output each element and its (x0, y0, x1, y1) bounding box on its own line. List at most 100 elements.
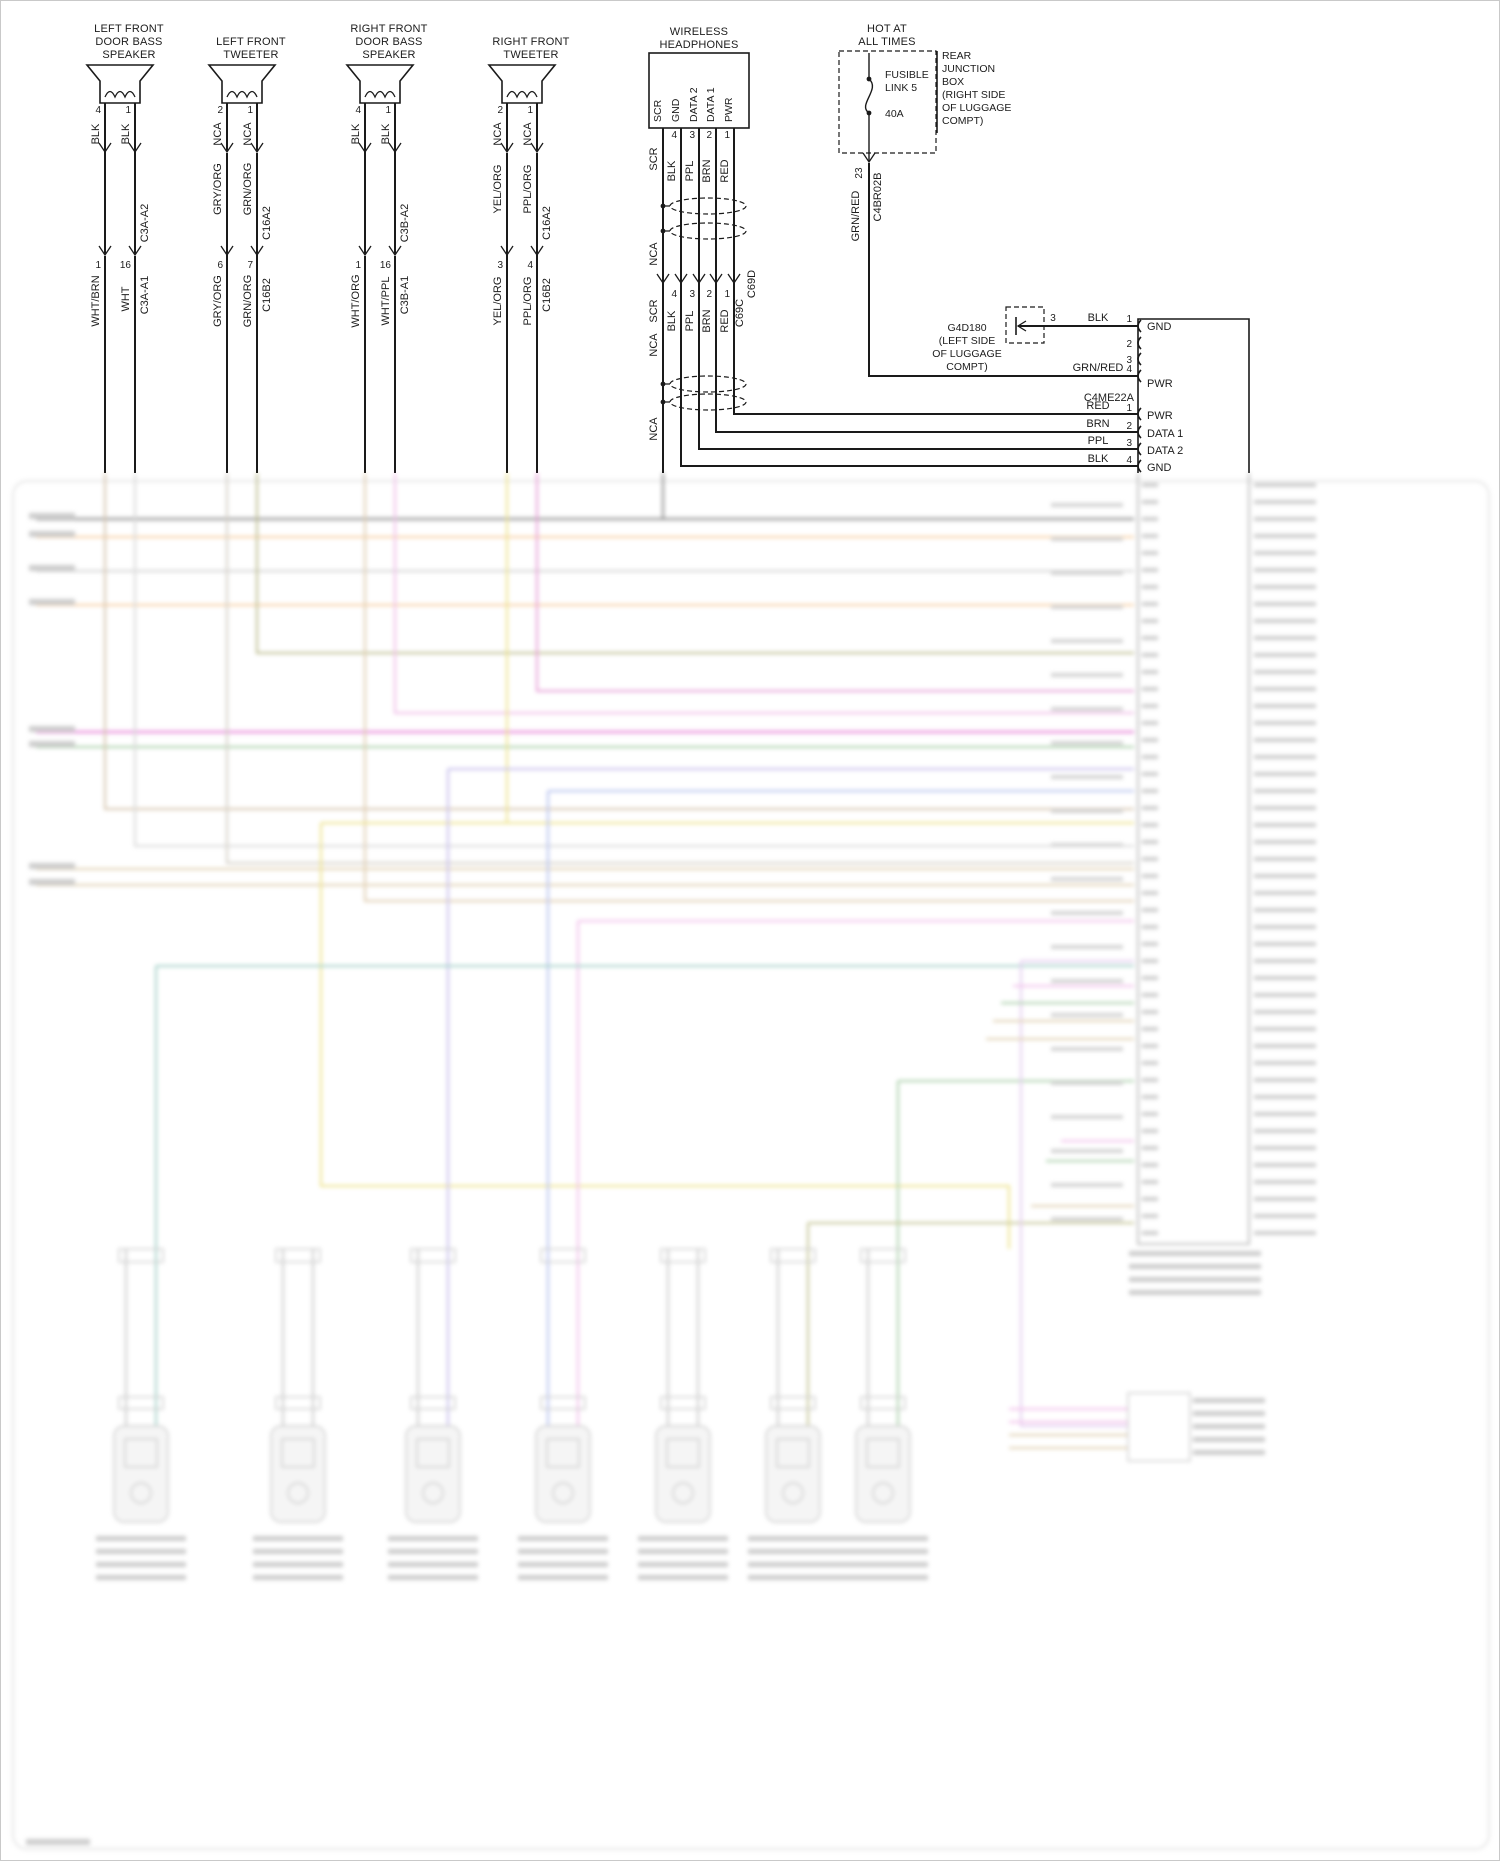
wire-color-label: GRN/ORG (242, 275, 254, 328)
pin-number: 4 (1126, 364, 1132, 375)
blurred-wires (12, 473, 1490, 1850)
wire-color-label: NCA (242, 122, 254, 146)
blurred-bottom-right-box (1127, 1392, 1191, 1462)
wire-color-label: PPL (684, 311, 696, 332)
wire-color-label: GRN/ORG (242, 163, 254, 216)
wire-color-label: WHT (120, 286, 132, 311)
power-state-label: HOT AT (867, 23, 907, 35)
blurred-speaker-icon (765, 1425, 821, 1523)
speaker-icon (85, 64, 155, 104)
pin-number: 4 (671, 130, 677, 141)
component-title: RIGHT FRONT (492, 36, 569, 48)
pin-number: 1 (1126, 403, 1132, 414)
circuit-right-front-door-bass-speaker: RIGHT FRONT DOOR BASS SPEAKER 4 1 BLK BL… (345, 23, 427, 473)
wire-color-label: GRN/RED (850, 191, 862, 242)
pin-number: 2 (1126, 421, 1132, 432)
blurred-rear-speakers (113, 1425, 911, 1523)
junction-box-label: COMPT) (942, 115, 983, 127)
pin-number: 2 (706, 130, 712, 141)
wire-color-label: YEL/ORG (492, 277, 504, 326)
wire-color-label: NCA (648, 333, 660, 357)
wire-color-label: YEL/ORG (492, 165, 504, 214)
blurred-speaker-caption (388, 1536, 478, 1588)
pin-number: 1 (95, 260, 101, 271)
junction-box-label: REAR (942, 50, 972, 62)
blurred-row-label (29, 565, 75, 571)
power-state-label: ALL TIMES (858, 36, 915, 48)
connector-name: C3A-A1 (139, 276, 151, 315)
wire-color-label: BLK (90, 123, 102, 144)
connector-name: C3B-A2 (399, 204, 411, 243)
junction-box-label: BOX (942, 76, 964, 88)
wire-color-label: WHT/BRN (90, 275, 102, 326)
blurred-row-label (29, 531, 75, 537)
wire-color-label: BLK (120, 123, 132, 144)
blurred-speaker-icon (535, 1425, 591, 1523)
connector-name: C16B2 (261, 278, 273, 312)
pin-number: 4 (95, 105, 101, 116)
pin-bracket-icons (1137, 319, 1142, 473)
box-pin-label: SCR (652, 99, 664, 122)
speaker-icon (487, 64, 557, 104)
wire-color-label: GRY/ORG (212, 163, 224, 215)
module-pin-name: DATA 1 (1147, 428, 1183, 440)
wire-color-label: PPL/ORG (522, 165, 534, 214)
pin-number: 3 (689, 130, 695, 141)
blurred-module-pin-labels (1254, 483, 1316, 1238)
wire-color-label: BRN (701, 159, 713, 182)
blurred-row-label (29, 726, 75, 732)
component-title: SPEAKER (102, 49, 155, 61)
wire-color-label: BLK (1088, 453, 1109, 465)
pin-number: 16 (120, 260, 132, 271)
module-connector-block: BLK 1 GND 2 3 GRN/RED 4 PWR C4ME22A RED … (1073, 312, 1250, 473)
wire-color-label: BLK (666, 160, 678, 181)
pin-number: 1 (724, 130, 730, 141)
blurred-speaker-caption (253, 1536, 343, 1588)
wire-color-label: BLK (380, 123, 392, 144)
pin-number: 1 (527, 105, 533, 116)
blurred-speaker-caption (518, 1536, 608, 1588)
ground-label: COMPT) (946, 361, 987, 373)
wire-color-label: WHT/ORG (350, 274, 362, 327)
pin-number: 1 (385, 105, 391, 116)
box-pin-label: GND (670, 98, 682, 122)
wire-color-label: BRN (1086, 418, 1109, 430)
wire-color-label: PPL/ORG (522, 277, 534, 326)
pin-number: 7 (247, 260, 253, 271)
fuse-label: FUSIBLE (885, 69, 929, 81)
connector-name: C69C (734, 299, 746, 327)
ground-label: OF LUGGAGE (932, 348, 1001, 360)
module-pin-name: GND (1147, 462, 1172, 473)
pin-number: 2 (706, 289, 712, 300)
speaker-icon (207, 64, 277, 104)
circuit-ground-g4d180: G4D180 (LEFT SIDE OF LUGGAGE COMPT) 3 (932, 306, 1138, 373)
component-title: WIRELESS (670, 26, 728, 38)
connector-name: C3A-A2 (139, 204, 151, 243)
wire-ppl (698, 128, 1138, 450)
pin-number: 2 (497, 105, 503, 116)
component-title: TWEETER (223, 49, 278, 61)
component-title: LEFT FRONT (216, 36, 286, 48)
junction-box-label: (RIGHT SIDE (942, 89, 1005, 101)
circuit-wireless-headphones: WIRELESS HEADPHONES SCR GND DATA 2 DATA … (648, 26, 1138, 473)
module-pin-name: PWR (1147, 410, 1173, 422)
pin-number: 4 (527, 260, 533, 271)
wire-color-label: NCA (492, 122, 504, 146)
circuit-power-feed: HOT AT ALL TIMES REAR JUNCTION BOX (RIGH… (838, 23, 1138, 377)
wire-color-label: WHT/PPL (380, 277, 392, 326)
box-pin-label: PWR (723, 97, 735, 122)
blurred-speaker-icon (113, 1425, 169, 1523)
wire-color-label: RED (1086, 400, 1109, 412)
wire-blk (680, 128, 1138, 467)
wire-color-label: NCA (648, 242, 660, 266)
blurred-speaker-caption (638, 1536, 728, 1588)
shield-symbol (660, 375, 747, 411)
wire-red (733, 128, 1138, 415)
pin-number: 3 (1126, 355, 1132, 366)
wire-color-label: BLK (666, 310, 678, 331)
circuit-left-front-door-bass-speaker: LEFT FRONT DOOR BASS SPEAKER 4 1 BLK BLK… (85, 23, 164, 473)
wire-color-label: GRY/ORG (212, 275, 224, 327)
circuit-right-front-tweeter: RIGHT FRONT TWEETER 2 1 NCA NCA YEL/ORG … (487, 36, 569, 473)
component-title: DOOR BASS (95, 36, 162, 48)
